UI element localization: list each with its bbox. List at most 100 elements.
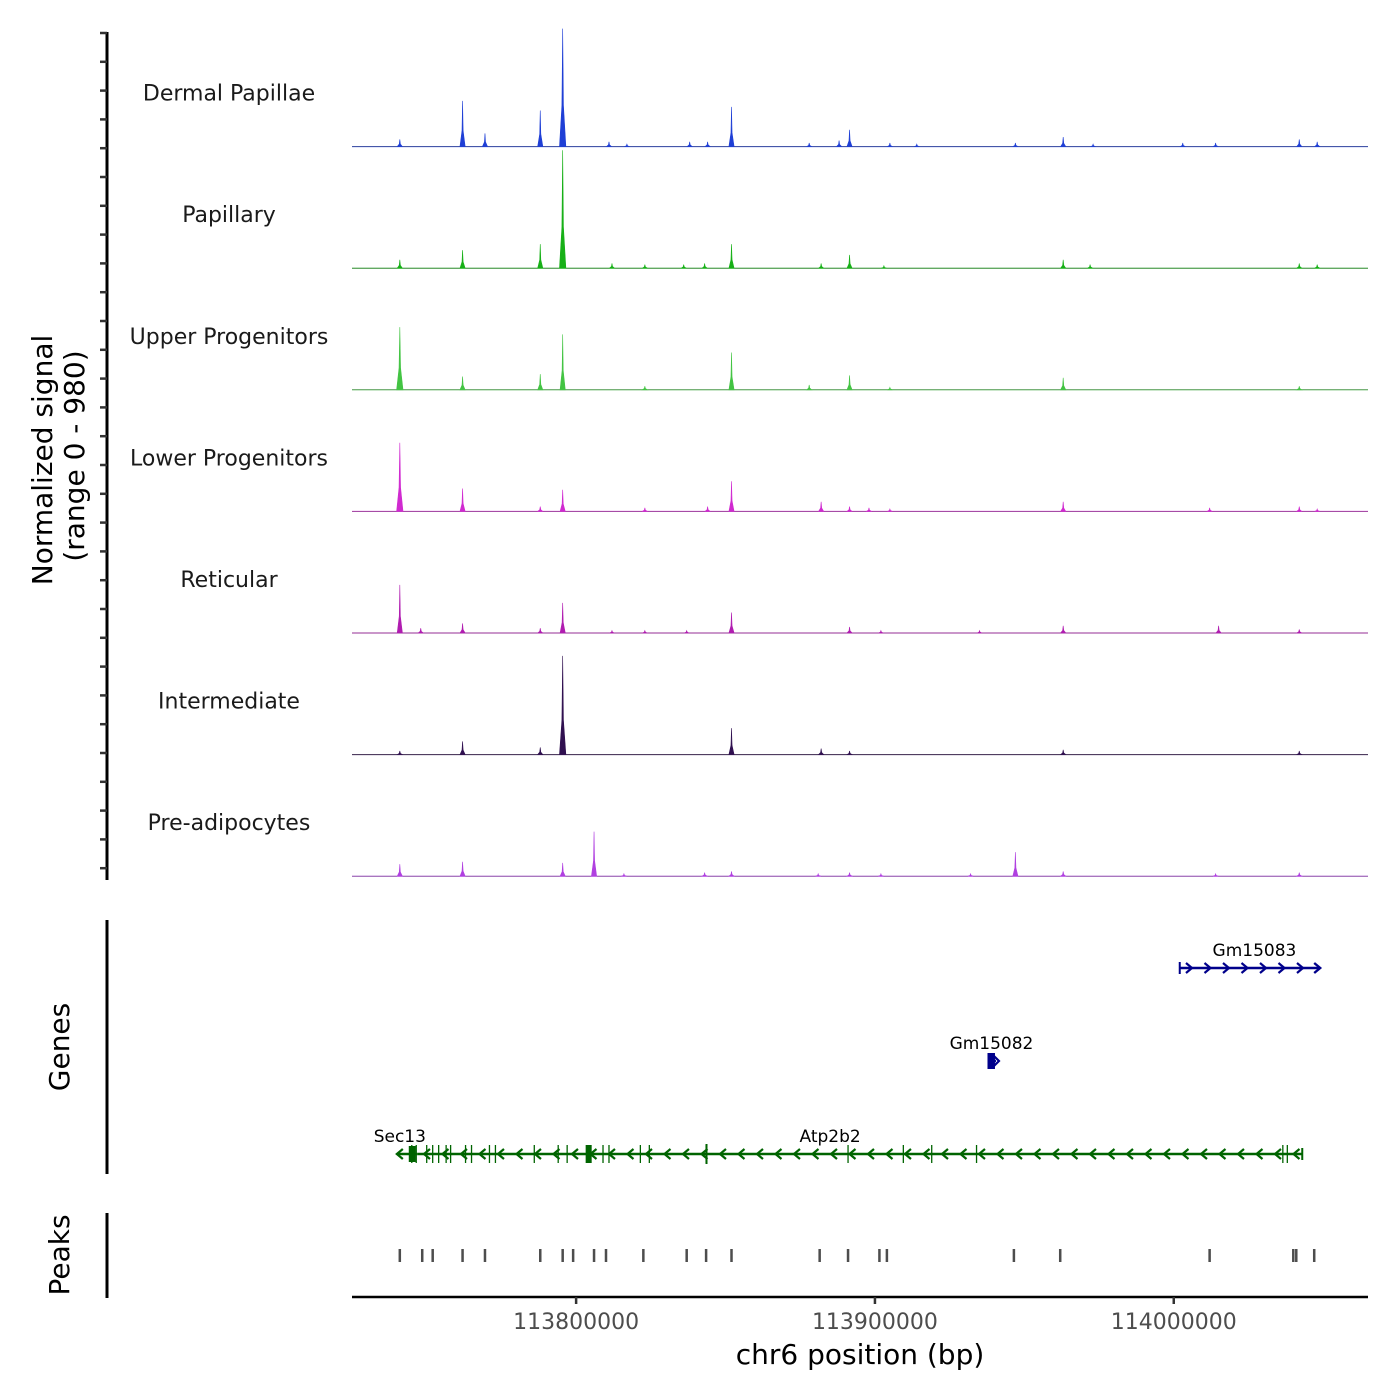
strand-arrow xyxy=(718,1148,727,1160)
coverage-peak xyxy=(1011,142,1020,147)
coverage-peak xyxy=(609,629,615,634)
strand-arrow xyxy=(1051,1148,1060,1160)
track-label: Papillary xyxy=(182,203,276,228)
strand-arrow xyxy=(395,1148,404,1160)
track-papillary: Papillary xyxy=(182,150,1368,269)
track-label: Pre-adipocytes xyxy=(148,811,311,836)
coverage-peak xyxy=(459,741,466,755)
peak-mark xyxy=(846,1249,850,1262)
peak-mark xyxy=(878,1249,881,1262)
gene-label: Sec13 xyxy=(374,1127,426,1147)
peak-mark xyxy=(1292,1249,1295,1262)
strand-arrow xyxy=(551,1148,561,1160)
coverage-peak xyxy=(704,141,712,147)
strand-arrow xyxy=(477,1148,487,1160)
coverage-peak xyxy=(1295,872,1303,877)
coverage-peak xyxy=(481,133,489,147)
strand-arrow xyxy=(1143,1148,1153,1160)
coverage-peak xyxy=(559,489,566,512)
strand-arrow xyxy=(1069,1148,1079,1160)
strand-arrow xyxy=(736,1148,746,1160)
coverage-peak xyxy=(1086,264,1094,269)
peak-mark xyxy=(704,1249,708,1262)
coverage-peak xyxy=(1212,872,1219,877)
coverage-peak xyxy=(537,374,544,391)
coverage-peak xyxy=(846,626,853,634)
coverage-peak xyxy=(1313,141,1321,147)
strand-arrow xyxy=(847,1148,857,1160)
strand-arrow xyxy=(1199,1148,1208,1160)
coverage-peak xyxy=(624,143,630,147)
coverage-peak xyxy=(591,831,597,877)
coverage-peak xyxy=(396,584,403,634)
track-reticular: Reticular xyxy=(180,568,1368,634)
gene-sec13: Sec13 xyxy=(374,1127,426,1162)
genes-panel: Gm15083 Gm15082 Sec13 Atp2b2 xyxy=(374,941,1323,1164)
peak-mark xyxy=(1012,1249,1016,1262)
coverage-peak xyxy=(835,140,843,147)
coverage-peak xyxy=(887,386,893,391)
x-axis-tick-label: 114000000 xyxy=(1111,1310,1237,1335)
strand-arrow xyxy=(921,1148,931,1160)
coverage-peak xyxy=(700,872,709,877)
strand-arrow xyxy=(993,1055,1001,1067)
peak-mark xyxy=(561,1249,564,1262)
coverage-peak xyxy=(846,254,853,269)
coverage-peak xyxy=(845,750,854,755)
signal-y-axis-title-line2: (range 0 - 980) xyxy=(58,350,91,561)
strand-arrow xyxy=(1185,962,1194,974)
coverage-peak xyxy=(1295,386,1303,391)
gene-gm15082: Gm15082 xyxy=(950,1034,1033,1069)
coverage-peak xyxy=(396,442,404,512)
coverage-peak xyxy=(559,150,567,269)
strand-arrow xyxy=(810,1148,820,1160)
coverage-peak xyxy=(865,507,873,512)
x-axis: 113800000 113900000 114000000 xyxy=(513,1297,1237,1335)
peak-mark xyxy=(604,1249,608,1262)
peak-mark xyxy=(539,1249,542,1262)
coverage-peak xyxy=(459,250,466,269)
coverage-peak xyxy=(1205,507,1214,512)
track-lower-progenitors: Lower Progenitors xyxy=(130,442,1368,512)
coverage-peak xyxy=(728,106,735,147)
coverage-peak xyxy=(728,244,735,269)
strand-arrow xyxy=(792,1148,801,1160)
track-label: Lower Progenitors xyxy=(130,446,328,471)
peak-mark xyxy=(818,1249,821,1262)
strand-arrow xyxy=(866,1148,875,1160)
coverage-peak xyxy=(686,141,694,147)
coverage-peak xyxy=(680,264,688,269)
coverage-peak xyxy=(559,28,567,147)
coverage-peak xyxy=(881,264,887,269)
coverage-peak xyxy=(1060,501,1067,512)
peak-mark xyxy=(398,1249,402,1262)
track-label: Reticular xyxy=(180,568,278,593)
coverage-peak xyxy=(815,872,821,877)
strand-arrow xyxy=(958,1148,968,1160)
coverage-peak xyxy=(817,748,825,755)
strand-arrow xyxy=(514,1148,524,1160)
peak-mark xyxy=(420,1249,424,1262)
coverage-peak xyxy=(728,481,735,512)
coverage-peak xyxy=(537,110,544,147)
peak-mark xyxy=(642,1249,645,1262)
x-axis-title: chr6 position (bp) xyxy=(736,1338,985,1371)
coverage-peak xyxy=(536,506,544,512)
coverage-peak xyxy=(846,506,853,512)
coverage-peak xyxy=(641,264,649,269)
coverage-peak xyxy=(559,602,566,634)
strand-arrow xyxy=(1236,1148,1245,1160)
coverage-peak xyxy=(1060,259,1067,269)
strand-arrow xyxy=(903,1148,912,1160)
coverage-peak xyxy=(1295,263,1303,269)
coverage-peak xyxy=(396,327,404,391)
genes-panel-title: Genes xyxy=(43,1003,76,1091)
strand-arrow xyxy=(1291,1148,1301,1160)
strand-arrow xyxy=(1125,1148,1134,1160)
peak-mark xyxy=(1312,1249,1316,1262)
coverage-peak xyxy=(1179,142,1187,147)
coverage-peak xyxy=(805,384,813,391)
gene-exon xyxy=(987,1053,995,1069)
strand-arrow xyxy=(829,1148,838,1160)
coverage-peak xyxy=(887,508,893,512)
